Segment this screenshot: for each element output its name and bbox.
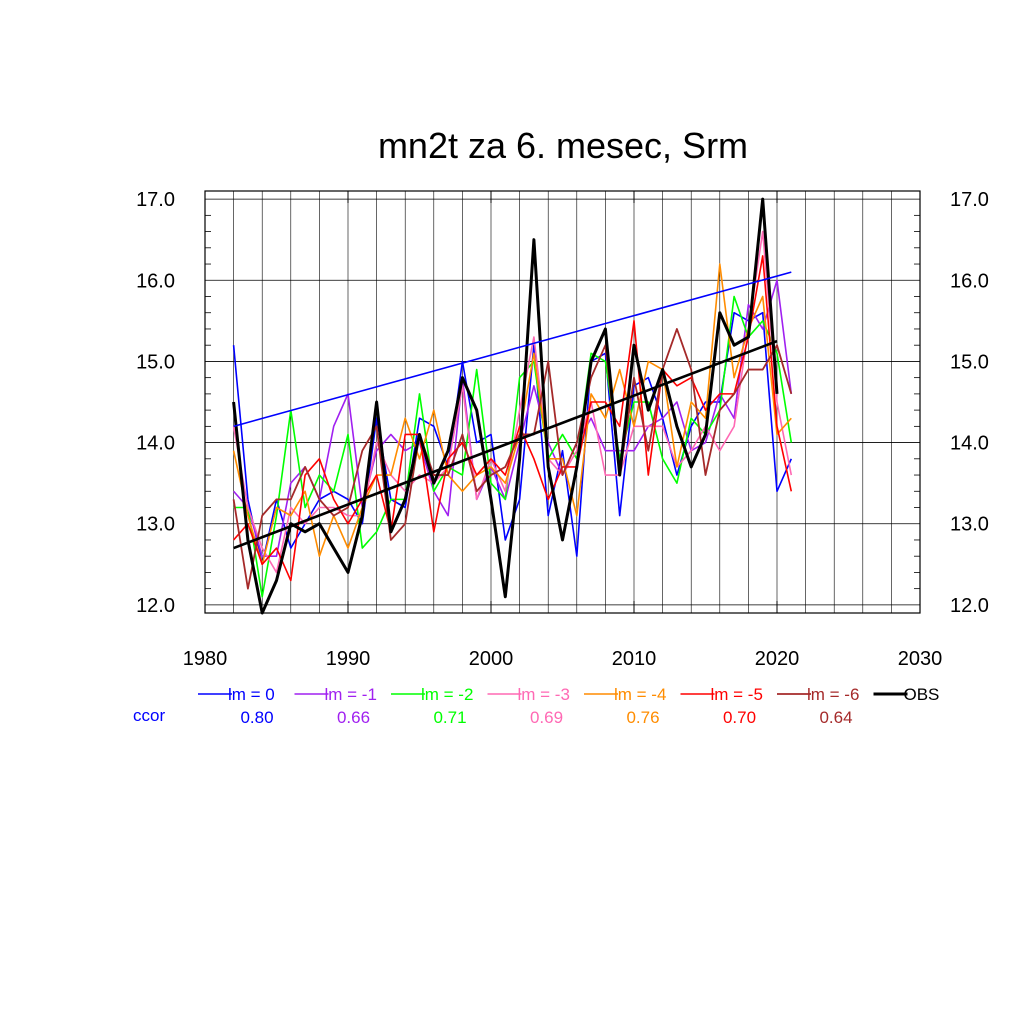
y-tick-label-left: 14.0: [136, 433, 175, 455]
tick-labels: 12.0 12.0 13.0 13.0 14.0 14.0 15.0 15.0 16.0 16.0…: [136, 189, 989, 670]
trend-layer: [233, 271, 792, 550]
y-tick-label-left: 12.0: [136, 595, 175, 617]
y-tick-label-right: 16.0: [950, 270, 989, 292]
series-line-1: [232, 279, 793, 557]
ccor-value-6: 0.64: [819, 708, 852, 727]
y-tick-label-left: 17.0: [136, 189, 175, 211]
legend-label-5: lm = -5: [711, 685, 763, 704]
ccor-value-2: 0.71: [433, 708, 466, 727]
trend-line-0: [233, 271, 792, 428]
ccor-value-3: 0.69: [530, 708, 563, 727]
y-tick-label-left: 13.0: [136, 514, 175, 536]
x-tick-label: 2030: [898, 648, 943, 670]
grid: [205, 191, 920, 613]
y-tick-label-left: 15.0: [136, 351, 175, 373]
x-tick-label: 2000: [469, 648, 514, 670]
chart-title: mn2t za 6. mesec, Srm: [378, 125, 748, 166]
legend-label-7: OBS: [904, 685, 940, 704]
x-tick-label: 2020: [755, 648, 800, 670]
y-tick-label-right: 12.0: [950, 595, 989, 617]
legend-label-0: lm = 0: [228, 685, 275, 704]
series-layer: [232, 197, 793, 615]
y-tick-label-right: 13.0: [950, 514, 989, 536]
series-line-6: [232, 328, 793, 590]
x-tick-label: 1980: [183, 648, 228, 670]
legend-label-1: lm = -1: [325, 685, 377, 704]
y-tick-label-right: 17.0: [950, 189, 989, 211]
x-tick-label: 1990: [326, 648, 371, 670]
y-tick-label-right: 15.0: [950, 351, 989, 373]
legend: lm = 0 0.80 lm = -1 0.66 lm = -2 0.71 lm = -3 0…: [133, 685, 939, 727]
y-tick-label-right: 14.0: [950, 433, 989, 455]
ccor-label: ccor: [133, 706, 165, 725]
series-line-7: [232, 197, 779, 615]
legend-label-6: lm = -6: [807, 685, 859, 704]
ccor-value-4: 0.76: [626, 708, 659, 727]
x-tick-label: 2010: [612, 648, 657, 670]
ccor-value-0: 0.80: [240, 708, 273, 727]
legend-label-3: lm = -3: [518, 685, 570, 704]
ccor-value-5: 0.70: [723, 708, 756, 727]
ccor-value-1: 0.66: [337, 708, 370, 727]
legend-label-2: lm = -2: [421, 685, 473, 704]
legend-label-4: lm = -4: [614, 685, 666, 704]
plot-frame: [204, 190, 921, 614]
trend-line-1: [233, 339, 778, 550]
y-tick-label-left: 16.0: [136, 270, 175, 292]
